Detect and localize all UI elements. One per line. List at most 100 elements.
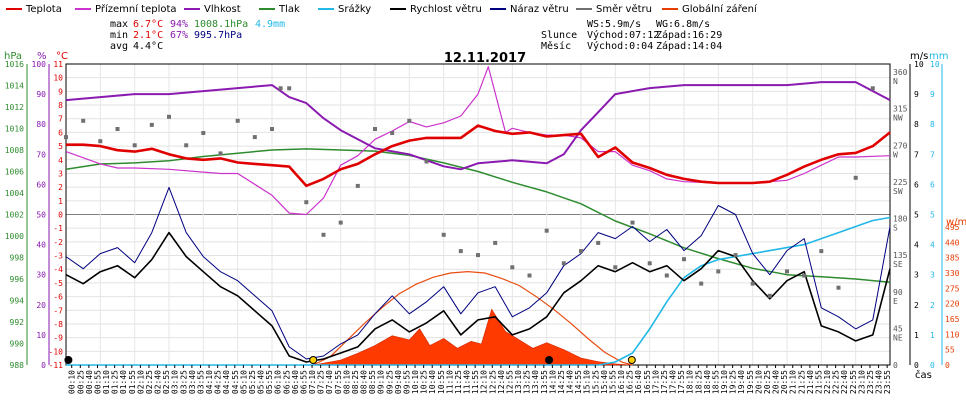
x-tick-label: 00:10	[68, 370, 77, 394]
wind-direction-point	[81, 118, 86, 123]
x-tick-label: 08:40	[360, 370, 369, 394]
dir-tick-label: 225	[893, 178, 908, 187]
stats-avg-temp: 4.4°C	[133, 41, 163, 52]
x-tick-label: 02:25	[145, 370, 154, 394]
temp-tick-label: -3	[53, 252, 63, 261]
ms-tick-label: 2	[914, 301, 919, 310]
temp-tick-label: 9	[58, 87, 63, 96]
x-tick-label: 20:55	[780, 370, 789, 394]
wind-direction-point	[287, 86, 292, 91]
ms-tick-label: 5	[914, 211, 919, 220]
wind-direction-point	[802, 273, 807, 278]
unit-mm: mm	[929, 51, 948, 62]
x-tick-label: 18:10	[686, 370, 695, 394]
wind-direction-point	[338, 220, 343, 225]
wind-direction-point	[201, 131, 206, 135]
x-tick-label: 05:25	[248, 370, 257, 394]
hpa-tick-label: 1006	[5, 168, 24, 177]
x-tick-label: 16:10	[617, 370, 626, 394]
axes: 1016101410121010100810061004100210009989…	[5, 60, 960, 370]
dir-tick-label: 360	[893, 68, 908, 77]
hpa-tick-label: 992	[10, 318, 25, 327]
wind-direction-point	[870, 86, 875, 91]
x-tick-label: 09:25	[385, 370, 394, 394]
unit-ms: m/s	[910, 51, 928, 62]
stats-min-hum: 67%	[170, 30, 188, 41]
x-tick-label: 03:10	[171, 370, 180, 394]
x-tick-label: 12:40	[497, 370, 506, 394]
x-tick-label: 00:25	[76, 370, 85, 394]
wind-direction-point	[613, 265, 618, 270]
temp-tick-label: 11	[53, 60, 63, 69]
x-tick-label: 16:40	[634, 370, 643, 394]
wind-direction-point	[252, 135, 257, 140]
x-tick-label: 23:10	[857, 370, 866, 394]
temp-tick-label: -8	[53, 320, 63, 329]
x-tick-label: 03:25	[179, 370, 188, 394]
x-tick-label: 21:40	[806, 370, 815, 394]
wind-direction-point	[64, 135, 68, 140]
wind-direction-point	[819, 249, 824, 254]
x-tick-label: 07:55	[334, 370, 343, 394]
dir-compass-label: W	[893, 150, 898, 159]
legend-label-2: Vlhkost	[204, 4, 241, 15]
dir-compass-label: S	[893, 224, 898, 233]
x-axis-ticks: 00:10 00:25 00:40 00:55 01:10 01:25 01:40 01:55…	[68, 365, 892, 394]
x-tick-label: 01:10	[102, 370, 111, 394]
wind-direction-point	[527, 273, 532, 278]
series-theoretical-radiation	[312, 270, 633, 366]
legend-item-4: Srážky	[318, 3, 371, 15]
legend-label-5: Rychlost větru	[410, 3, 482, 15]
legend: Teplota Přízemní teplota Vlhkost Tlak Sr…	[6, 3, 758, 15]
stats-max-press: 1008.1hPa	[194, 19, 248, 30]
x-tick-label: 02:40	[154, 370, 163, 394]
wind-direction-layer	[64, 86, 875, 364]
hpa-tick-label: 1002	[5, 211, 24, 220]
x-tick-label: 18:55	[712, 370, 721, 394]
wind-direction-point	[647, 261, 652, 266]
temp-tick-label: 3	[58, 169, 63, 178]
pct-tick-label: 60	[36, 180, 46, 189]
x-tick-label: 01:40	[119, 370, 128, 394]
series-wind-gust	[65, 186, 891, 360]
mm-tick-label: 5	[930, 211, 935, 220]
rad-tick-label: 55	[945, 346, 955, 355]
wind-direction-point	[836, 285, 841, 290]
x-tick-label: 08:10	[342, 370, 351, 394]
dir-tick-label: 90	[893, 288, 903, 297]
x-tick-label: 05:40	[257, 370, 266, 394]
ms-tick-label: 8	[914, 120, 919, 129]
sunrise-marker	[309, 356, 318, 364]
pct-tick-label: 30	[36, 271, 46, 280]
x-tick-label: 16:55	[643, 370, 652, 394]
temp-tick-label: -10	[49, 347, 64, 356]
unit-x: čas	[915, 369, 932, 381]
wind-wg: WG:6.8m/s	[656, 19, 710, 30]
x-tick-label: 17:10	[651, 370, 660, 394]
moon-label: Měsíc	[541, 40, 571, 52]
temp-tick-label: -2	[53, 238, 63, 247]
wind-direction-point	[184, 143, 189, 148]
moon-rise: Východ:0:04	[587, 40, 653, 52]
unit-hpa: hPa	[4, 51, 22, 62]
x-tick-label: 16:25	[626, 370, 635, 394]
x-tick-label: 11:10	[445, 370, 454, 394]
x-tick-label: 13:25	[523, 370, 532, 394]
radiation-layer	[312, 270, 633, 366]
stats-min-press: 995.7hPa	[194, 30, 242, 41]
x-tick-label: 15:55	[609, 370, 618, 394]
mm-tick-label: 4	[930, 241, 935, 250]
mm-tick-label: 2	[930, 301, 935, 310]
temp-tick-label: 0	[58, 211, 63, 220]
wind-direction-point	[630, 220, 635, 225]
hpa-tick-label: 996	[10, 275, 25, 284]
wind-direction-point	[510, 265, 515, 270]
ms-tick-label: 4	[914, 241, 919, 250]
unit-degc: °C	[56, 51, 68, 62]
wind-direction-point	[167, 114, 171, 119]
pct-tick-label: 100	[32, 60, 47, 69]
hpa-tick-label: 1010	[5, 125, 24, 134]
temp-tick-label: -9	[53, 334, 63, 343]
temp-tick-label: 1	[58, 197, 63, 206]
wind-direction-point	[132, 143, 137, 148]
